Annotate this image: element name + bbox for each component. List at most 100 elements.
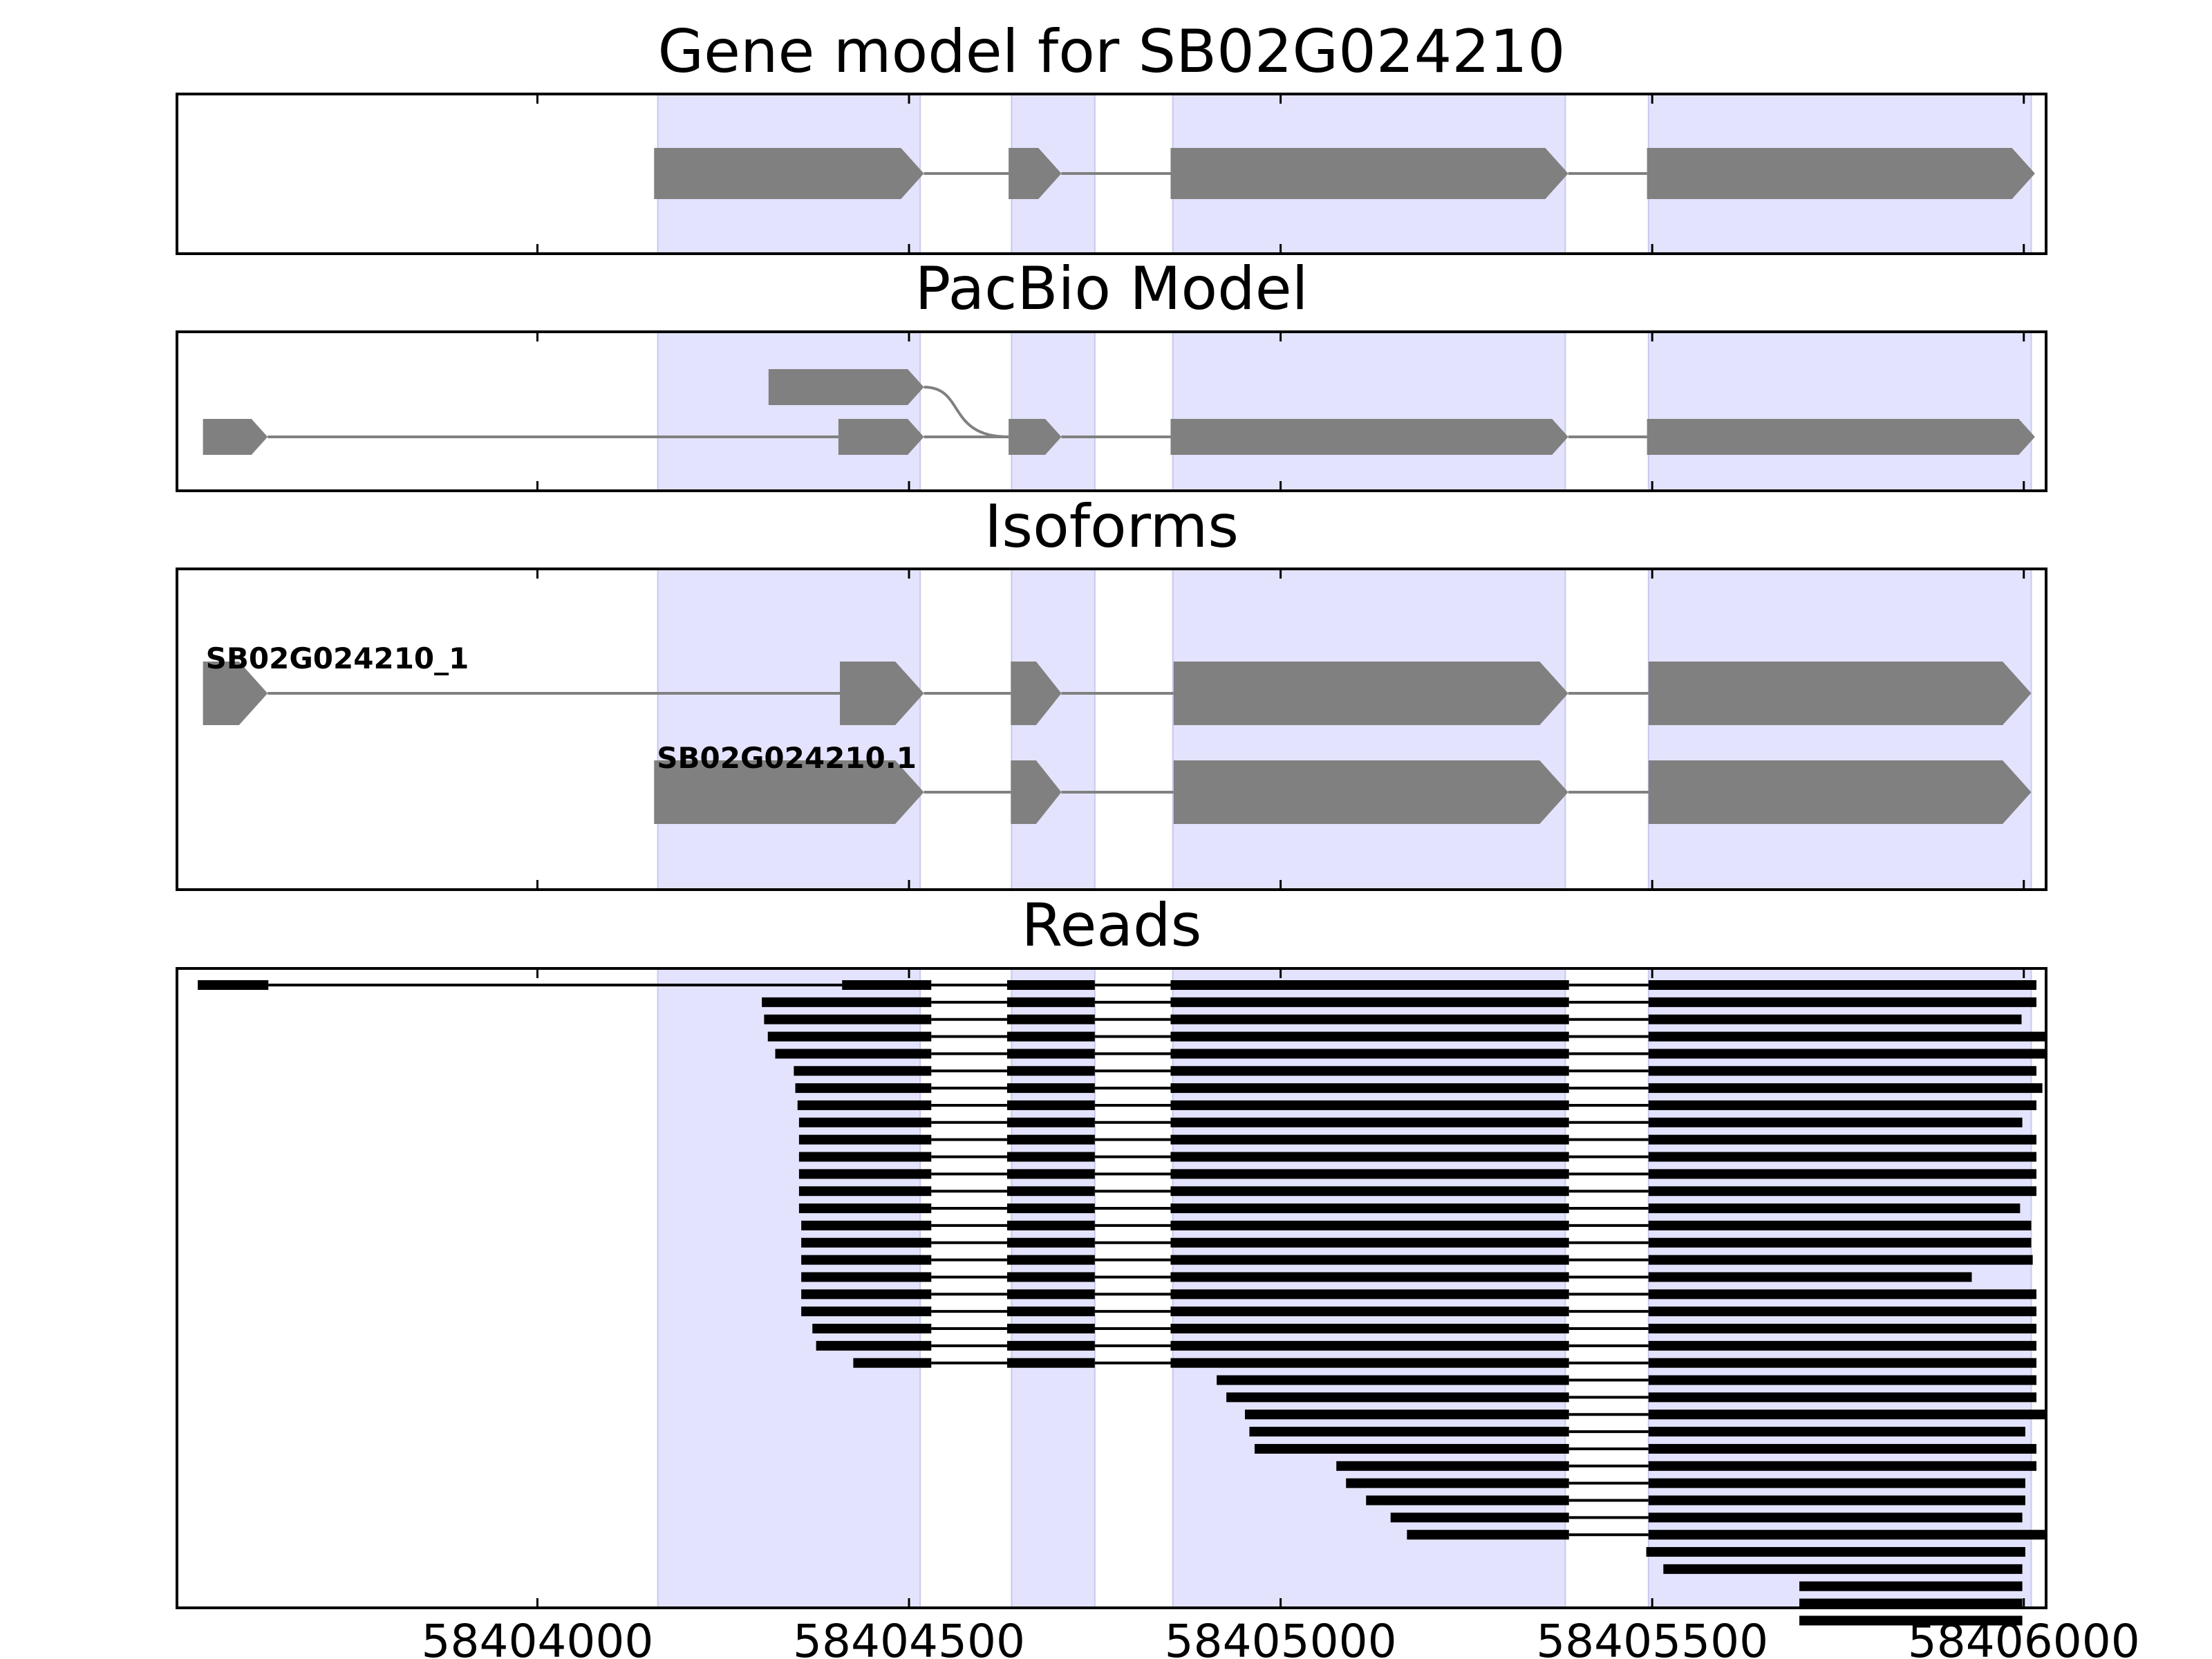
pacbio-splice-curve [924, 386, 1009, 438]
read-block [1648, 1427, 2025, 1437]
read-block [1648, 1340, 2037, 1351]
read-block [1648, 1512, 2023, 1523]
read-block [1663, 1564, 2023, 1574]
read-block [1244, 1409, 1569, 1420]
read-block [1648, 1186, 2037, 1197]
read-block [1006, 1014, 1095, 1024]
panel-frame [176, 568, 2047, 891]
read-block [762, 997, 932, 1007]
read-block [1648, 1220, 2032, 1230]
read-block [1006, 1255, 1095, 1265]
read-block [1648, 1203, 2021, 1214]
read-block [1249, 1427, 1569, 1437]
x-tick-label: 58404000 [421, 1615, 653, 1659]
read-block [1170, 1237, 1569, 1248]
read-block [798, 1203, 932, 1214]
highlight-region [1172, 568, 1566, 890]
read-block [1006, 1186, 1095, 1197]
gene-model-exons [654, 148, 2035, 199]
read-block [1648, 1049, 2046, 1059]
highlight-region [1647, 568, 2032, 890]
read-block [1006, 1324, 1095, 1333]
read-block [801, 1220, 932, 1230]
read-block [798, 1117, 932, 1127]
x-tick-label: 58406000 [1908, 1615, 2140, 1659]
read-block [767, 1031, 932, 1042]
panel-title: PacBio Model [915, 254, 1308, 324]
highlight-regions [657, 568, 2032, 890]
isoform-1-exon [203, 662, 268, 725]
gene-model-exon [1647, 148, 2035, 199]
pacbio-model-exon [768, 369, 924, 405]
pacbio-model-exon [203, 419, 268, 455]
read-block [1006, 1289, 1095, 1300]
read-block [1006, 1152, 1095, 1162]
read-block [1006, 1134, 1095, 1145]
read-block [1006, 1066, 1095, 1076]
highlight-region [1011, 968, 1096, 1609]
read-block [1648, 1409, 2046, 1420]
panel-title: Isoforms [984, 492, 1239, 561]
read-alignments [198, 980, 2046, 1626]
read-block [1648, 1083, 2043, 1094]
panel-frame [176, 967, 2047, 1609]
highlight-regions [657, 331, 2032, 491]
highlight-region [1647, 968, 2032, 1609]
read-block [1254, 1443, 1569, 1454]
read-block [1006, 1358, 1095, 1368]
tick-marks [536, 332, 2025, 491]
highlight-region [1011, 568, 1096, 890]
read-block [801, 1306, 932, 1317]
read-block [1648, 1169, 2037, 1179]
isoforms-panel: Isoforms SB02G024210_1 SB02G024210.1 [176, 492, 2047, 891]
reads-panel: Reads 58404000 58404500 58405000 58405500 58… [176, 891, 2140, 1659]
read-block [798, 1134, 932, 1145]
read-block [1226, 1392, 1569, 1403]
read-block [198, 980, 269, 990]
isoform-2-exon [1648, 760, 2032, 824]
read-block [1006, 1117, 1095, 1127]
read-block [1648, 1152, 2037, 1162]
read-block [1799, 1598, 2023, 1609]
read-block [1390, 1512, 1569, 1523]
isoform-1-exon [1648, 662, 2032, 725]
read-block [1170, 997, 1569, 1007]
read-block [1648, 1461, 2037, 1471]
read-block [1170, 1100, 1569, 1110]
read-block [1648, 1100, 2037, 1110]
isoform-2-exon [1173, 760, 1568, 824]
panel-title: Reads [1022, 891, 1202, 960]
read-block [816, 1340, 932, 1351]
tick-marks [536, 569, 2025, 890]
read-block [1170, 1186, 1569, 1197]
read-block [1006, 1203, 1095, 1214]
read-block [801, 1289, 932, 1300]
pacbio-model-exon [1647, 419, 2035, 455]
read-block [1648, 1289, 2037, 1300]
isoform-label-1: SB02G024210_1 [206, 641, 469, 675]
read-block [1006, 980, 1095, 990]
isoform-label-2: SB02G024210.1 [657, 741, 917, 775]
read-block [1648, 997, 2037, 1007]
highlight-region [1172, 968, 1566, 1609]
pacbio-model-exons [203, 369, 2035, 455]
read-block [1648, 1306, 2037, 1317]
read-block [794, 1066, 932, 1076]
read-block [798, 1169, 932, 1179]
read-block [764, 1014, 932, 1024]
highlight-region [1011, 331, 1096, 491]
tick-marks [536, 94, 2025, 254]
read-block [1170, 1255, 1569, 1265]
x-axis-tick-labels: 58404000 58404500 58405000 58405500 58406000 [421, 1615, 2139, 1659]
read-block [1170, 1152, 1569, 1162]
read-block [1648, 1031, 2046, 1042]
read-block [1336, 1461, 1569, 1471]
read-block [1170, 1324, 1569, 1333]
read-block [1648, 1255, 2033, 1265]
read-block [801, 1255, 932, 1265]
read-block [1170, 1014, 1569, 1024]
read-block [795, 1083, 932, 1094]
read-block [1170, 1358, 1569, 1368]
highlight-region [657, 331, 921, 491]
